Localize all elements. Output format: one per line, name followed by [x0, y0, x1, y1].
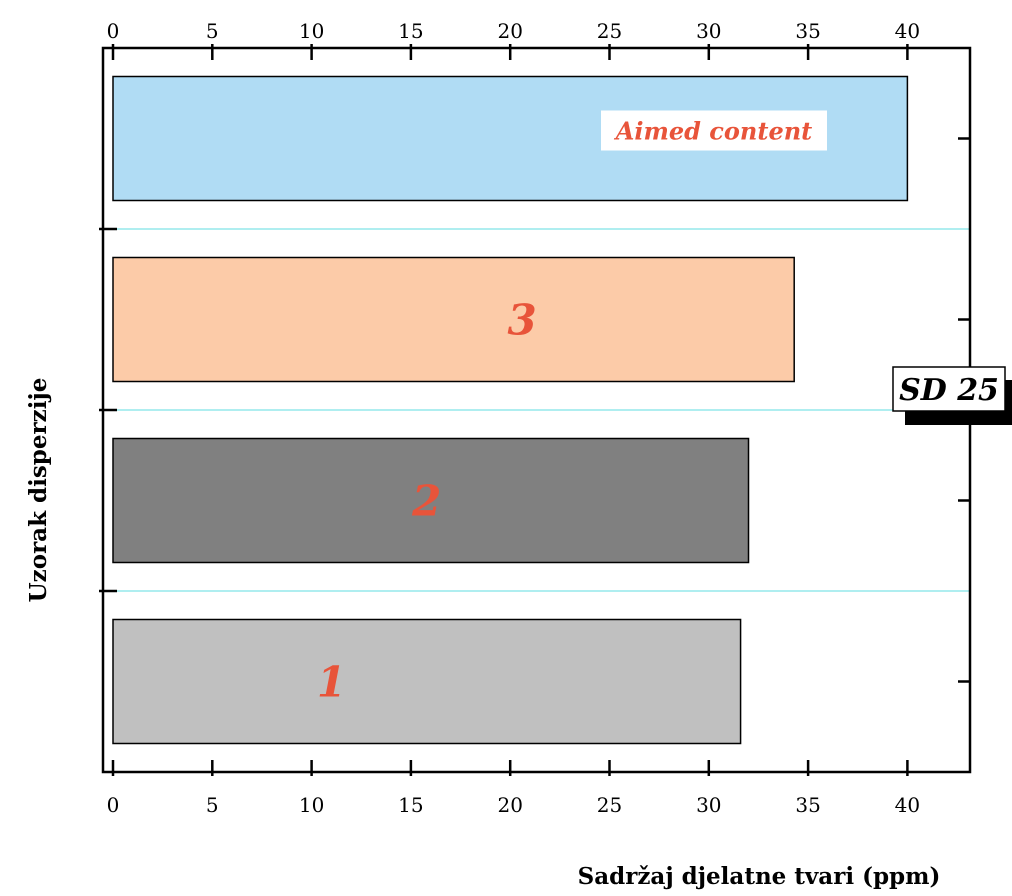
x-tick-label-bottom: 30 [696, 793, 721, 817]
bar-labels-group: 1 2 3 Aimed content [317, 110, 827, 707]
bar-label-aimed: Aimed content [614, 117, 813, 146]
sd-annotation: SD 25 [892, 366, 1012, 425]
x-tick-label-top: 20 [497, 19, 522, 43]
x-tick-label-bottom: 40 [895, 793, 920, 817]
x-tick-label-bottom: 20 [497, 793, 522, 817]
bar-label-3: 3 [507, 296, 536, 345]
category-separators [103, 228, 970, 592]
x-tick-label-bottom: 25 [597, 793, 622, 817]
x-tick-label-top: 10 [299, 19, 324, 43]
x-axis-title: Sadržaj djelatne tvari (ppm) [578, 863, 941, 890]
sd-annotation-text: SD 25 [899, 373, 999, 408]
bar-label-1: 1 [317, 658, 346, 707]
bar-2 [112, 437, 750, 564]
bar-label-2: 2 [411, 477, 441, 526]
x-tick-label-top: 5 [206, 19, 219, 43]
x-tick-label-top: 40 [895, 19, 920, 43]
x-tick-label-bottom: 10 [299, 793, 324, 817]
sd-annotation-box [892, 366, 1006, 412]
x-tick-label-bottom: 5 [206, 793, 219, 817]
x-tick-label-top: 35 [795, 19, 820, 43]
x-tick-label-top: 25 [597, 19, 622, 43]
x-tick-label-top: 30 [696, 19, 721, 43]
y-axis-title: Uzorak disperzije [25, 378, 52, 603]
x-ticks-top: 0 5 10 15 20 25 30 35 40 [107, 19, 920, 60]
bar-3 [112, 256, 795, 383]
x-tick-label-top: 15 [398, 19, 423, 43]
aimed-label-background [601, 110, 827, 151]
x-tick-label-bottom: 0 [107, 793, 120, 817]
y-ticks [99, 137, 970, 683]
x-tick-label-bottom: 15 [398, 793, 423, 817]
x-tick-label-top: 0 [107, 19, 120, 43]
bar-1 [112, 618, 742, 745]
bars-group [112, 75, 909, 745]
x-ticks-bottom: 0 5 10 15 20 25 30 35 40 [107, 760, 920, 817]
x-tick-label-bottom: 35 [795, 793, 820, 817]
